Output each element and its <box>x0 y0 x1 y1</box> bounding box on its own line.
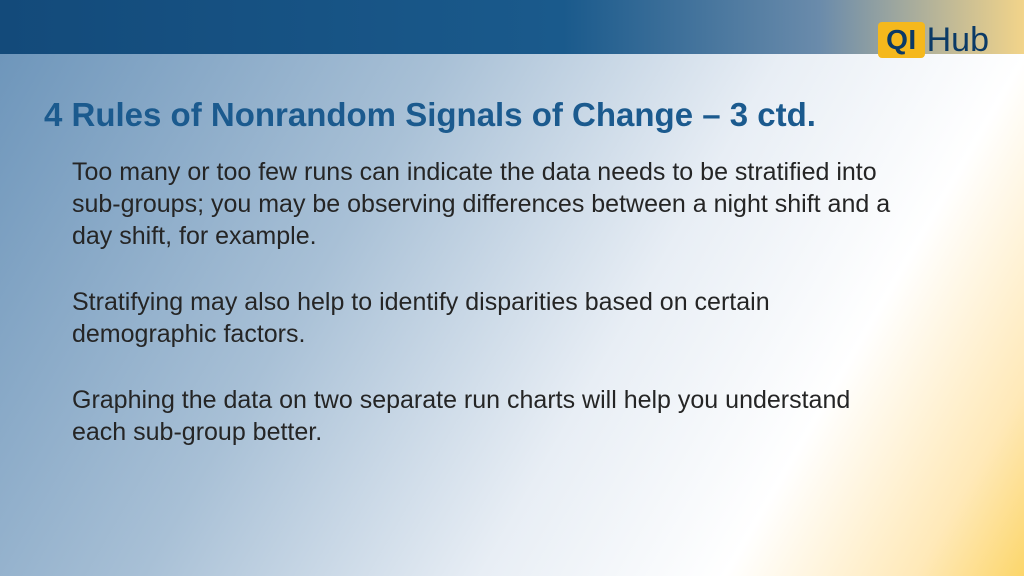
slide-title: 4 Rules of Nonrandom Signals of Change –… <box>44 96 980 134</box>
body-paragraph: Stratifying may also help to identify di… <box>72 286 904 350</box>
slide-body: Too many or too few runs can indicate th… <box>72 156 904 482</box>
logo-qi-badge: QI <box>878 22 925 58</box>
logo-hub-text: Hub <box>927 23 989 57</box>
header-band <box>0 0 1024 54</box>
body-paragraph: Too many or too few runs can indicate th… <box>72 156 904 252</box>
logo: QI Hub <box>878 18 989 62</box>
slide: QI Hub 4 Rules of Nonrandom Signals of C… <box>0 0 1024 576</box>
body-paragraph: Graphing the data on two separate run ch… <box>72 384 904 448</box>
